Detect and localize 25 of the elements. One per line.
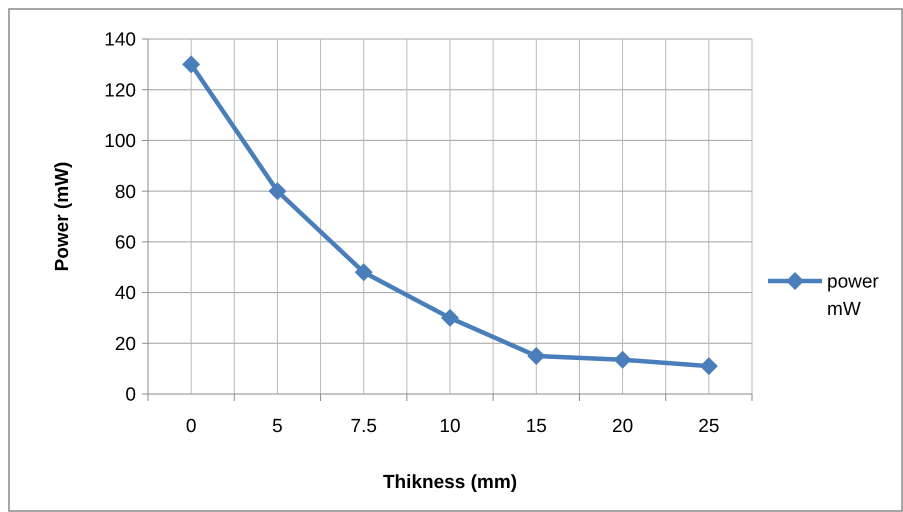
point (268, 182, 286, 200)
y-tick-label: 20 (114, 334, 136, 355)
y-axis-title: Power (mW) (52, 162, 73, 272)
y-tick-label: 120 (104, 80, 136, 102)
y-tick-label: 40 (114, 283, 136, 304)
point (527, 346, 546, 365)
point (700, 357, 718, 376)
x-tick-label: 0 (186, 416, 196, 437)
x-tick-label: 15 (526, 416, 547, 437)
y-tick-label: 100 (104, 131, 136, 152)
point (614, 350, 632, 369)
x-tick-label: 7.5 (350, 416, 377, 437)
legend-label: power mW (827, 272, 880, 320)
point (354, 263, 373, 282)
y-tick-label: 0 (125, 384, 136, 406)
point (182, 55, 200, 74)
x-tick-label: 10 (439, 416, 461, 437)
point (441, 308, 459, 327)
y-tick-label: 80 (114, 182, 136, 203)
x-tick-label: 5 (272, 416, 283, 437)
x-axis-title: Thikness (mm) (382, 472, 518, 493)
y-tick-label: 140 (104, 30, 136, 51)
x-tick-label: 20 (612, 416, 634, 437)
x-tick-label: 25 (698, 416, 720, 437)
y-tick-label: 60 (114, 232, 136, 254)
